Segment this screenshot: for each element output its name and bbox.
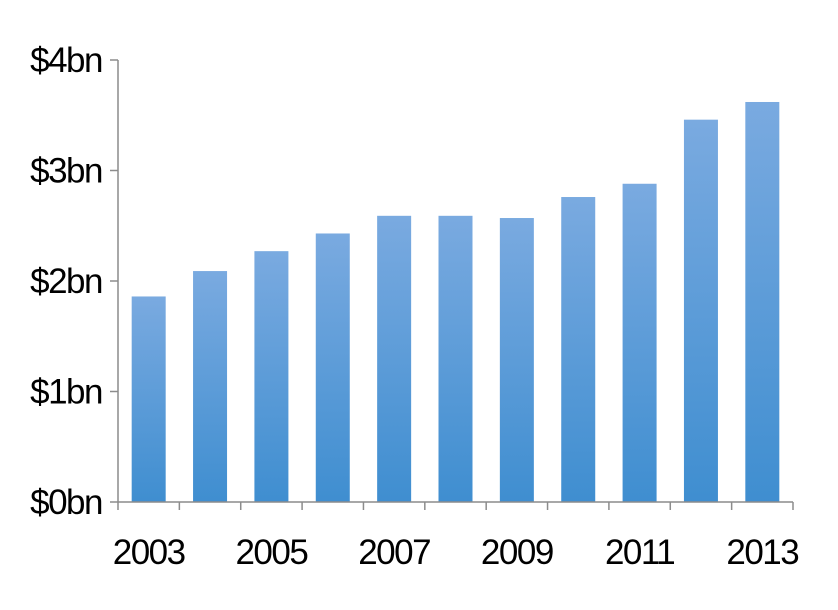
x-tick-label: 2005 (235, 533, 307, 572)
x-tick-label: 2009 (481, 533, 553, 572)
y-tick-label: $4bn (30, 41, 102, 80)
bar-2003 (131, 296, 166, 502)
x-axis-ticks (117, 502, 794, 510)
bar-2012 (683, 119, 718, 503)
x-tick-label: 2013 (726, 533, 798, 572)
bar-2013 (745, 101, 780, 503)
bar-2005 (254, 251, 289, 502)
x-tick-label: 2003 (113, 533, 185, 572)
bar-2004 (193, 271, 228, 502)
bar-2009 (499, 218, 534, 502)
y-axis-ticks (110, 59, 118, 503)
x-axis-labels: 2003 2005 2007 2009 2011 2013 (113, 533, 800, 572)
bar-2007 (377, 215, 412, 502)
bar-2010 (561, 197, 596, 502)
bar-2006 (315, 233, 350, 503)
bar-2011 (622, 183, 657, 502)
y-tick-label: $3bn (30, 152, 102, 191)
bar-2008 (438, 215, 473, 502)
y-tick-label: $1bn (30, 373, 102, 412)
y-tick-label: $2bn (30, 262, 102, 301)
y-tick-label: $0bn (30, 483, 102, 522)
x-tick-label: 2011 (605, 533, 674, 572)
y-axis-labels: $0bn $1bn $2bn $3bn $4bn (30, 41, 103, 522)
x-tick-label: 2007 (358, 533, 430, 572)
bars-group (131, 101, 780, 503)
